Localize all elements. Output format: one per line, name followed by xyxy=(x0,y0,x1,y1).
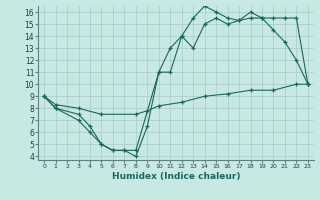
X-axis label: Humidex (Indice chaleur): Humidex (Indice chaleur) xyxy=(112,172,240,181)
